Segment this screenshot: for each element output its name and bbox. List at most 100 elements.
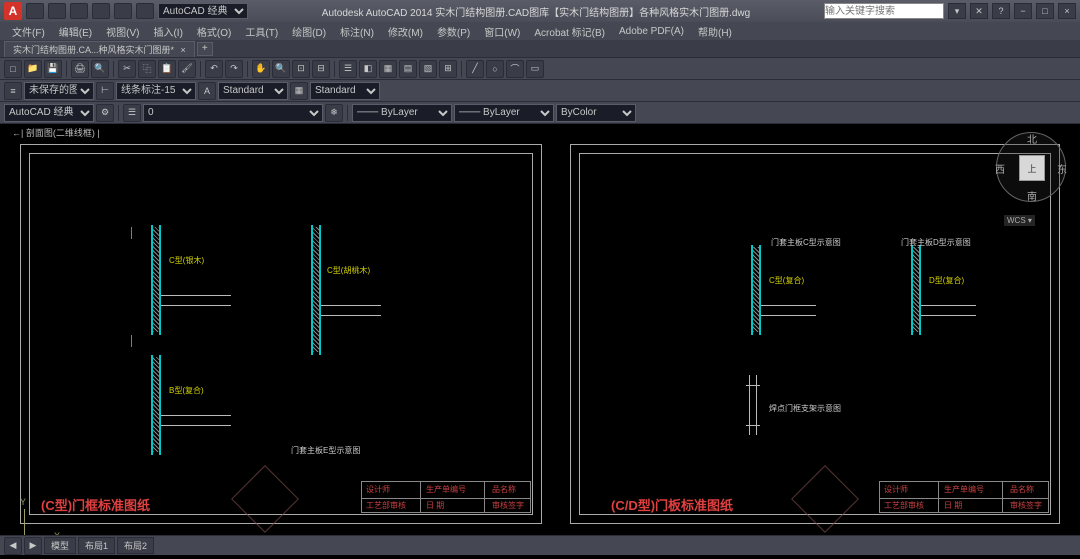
designcenter-icon[interactable]: ◧ [359, 60, 377, 78]
markup-icon[interactable]: ▧ [419, 60, 437, 78]
menu-format[interactable]: 格式(O) [191, 23, 237, 40]
menu-tools[interactable]: 工具(T) [239, 23, 284, 40]
menu-param[interactable]: 参数(P) [431, 23, 476, 40]
workspace-gear-icon[interactable]: ⚙ [96, 104, 114, 122]
lineweight-combo[interactable]: ─── ByLayer [454, 104, 554, 122]
window-title: Autodesk AutoCAD 2014 实木门结构图册.CAD图库【实木门结… [252, 4, 820, 19]
styles-toolbar: ≡ 未保存的图层状态 ⊢ 线条标注-15 A Standard ▦ Standa… [0, 80, 1080, 102]
layout-prev-icon[interactable]: ◀ [4, 537, 22, 555]
redo-icon[interactable]: ↷ [225, 60, 243, 78]
maximize-button[interactable]: □ [1036, 3, 1054, 19]
separator [118, 105, 119, 121]
viewcube-north[interactable]: 北 [1027, 131, 1037, 146]
qat-new-icon[interactable] [26, 3, 44, 19]
statusbar: ◀ ▶ 模型 布局1 布局2 [0, 535, 1080, 555]
tab-close-icon[interactable]: × [181, 45, 186, 55]
toolpalettes-icon[interactable]: ▦ [379, 60, 397, 78]
save-icon[interactable]: 💾 [44, 60, 62, 78]
detail-line [159, 225, 161, 335]
menu-view[interactable]: 视图(V) [100, 23, 145, 40]
rect-icon[interactable]: ▭ [526, 60, 544, 78]
model-tab[interactable]: 模型 [44, 537, 76, 554]
viewcube[interactable]: 北 南 东 西 上 WCS ▾ [996, 132, 1066, 212]
help-search-input[interactable] [824, 3, 944, 19]
pan-icon[interactable]: ✋ [252, 60, 270, 78]
menu-acrobat[interactable]: Acrobat 标记(B) [528, 23, 611, 40]
layerstate-icon[interactable]: ≡ [4, 82, 22, 100]
qat-undo-icon[interactable] [92, 3, 110, 19]
signin-icon[interactable]: ▾ [948, 3, 966, 19]
viewcube-wcs[interactable]: WCS ▾ [1004, 215, 1035, 226]
help-icon[interactable]: ? [992, 3, 1010, 19]
doc-tab-active[interactable]: 实木门结构图册.CA...种风格实木门图册* × [4, 41, 195, 57]
menu-insert[interactable]: 插入(I) [147, 23, 188, 40]
viewcube-east[interactable]: 东 [1057, 161, 1067, 176]
zoom-window-icon[interactable]: ⊡ [292, 60, 310, 78]
menu-modify[interactable]: 修改(M) [382, 23, 429, 40]
layerstate-combo[interactable]: 未保存的图层状态 [24, 82, 94, 100]
dimstyle-combo[interactable]: 线条标注-15 [116, 82, 196, 100]
minimize-button[interactable]: − [1014, 3, 1032, 19]
tab-add-button[interactable]: + [197, 42, 213, 56]
workspace-selector[interactable]: AutoCAD 经典 [158, 3, 248, 19]
qat-redo-icon[interactable] [114, 3, 132, 19]
tablestyle-icon[interactable]: ▦ [290, 82, 308, 100]
copy-icon[interactable]: ⿻ [138, 60, 156, 78]
layout-next-icon[interactable]: ▶ [24, 537, 42, 555]
sheet-frame-2: 门套主板C型示意图 C型(复合) 门套主板D型示意图 D型(复合) 焊点门框支架… [570, 144, 1060, 524]
exchange-icon[interactable]: ✕ [970, 3, 988, 19]
layers-properties-toolbar: AutoCAD 经典 ⚙ ☰ 0 ❄ ─── ByLayer ─── ByLay… [0, 102, 1080, 124]
anchor-label: 焊点门框支架示意图 [769, 403, 841, 414]
menu-file[interactable]: 文件(F) [6, 23, 51, 40]
linetype-combo[interactable]: ─── ByLayer [352, 104, 452, 122]
workspace-combo[interactable]: AutoCAD 经典 [4, 104, 94, 122]
menu-dimension[interactable]: 标注(N) [334, 23, 380, 40]
circle-icon[interactable]: ○ [486, 60, 504, 78]
label-c: C型(复合) [769, 275, 804, 286]
dimstyle-icon[interactable]: ⊢ [96, 82, 114, 100]
sheetset-icon[interactable]: ▤ [399, 60, 417, 78]
textstyle-icon[interactable]: A [198, 82, 216, 100]
match-icon[interactable]: 🖌 [178, 60, 196, 78]
paste-icon[interactable]: 📋 [158, 60, 176, 78]
title-block-1: 设计师 生产单编号 品名称 工艺部审核 日 期 审核签字 [361, 481, 531, 513]
menu-window[interactable]: 窗口(W) [478, 23, 526, 40]
cut-icon[interactable]: ✂ [118, 60, 136, 78]
layer-manager-icon[interactable]: ☰ [123, 104, 141, 122]
properties-icon[interactable]: ☰ [339, 60, 357, 78]
layout2-tab[interactable]: 布局2 [117, 537, 154, 554]
qat-print-icon[interactable] [136, 3, 154, 19]
viewcube-top[interactable]: 上 [1019, 155, 1045, 181]
calc-icon[interactable]: ⊞ [439, 60, 457, 78]
qat-open-icon[interactable] [48, 3, 66, 19]
preview-icon[interactable]: 🔍 [91, 60, 109, 78]
line-icon[interactable]: ╱ [466, 60, 484, 78]
zoom-realtime-icon[interactable]: 🔍 [272, 60, 290, 78]
drawing-canvas[interactable]: ←| 剖面图(二维线框) | C型(银木) B型(复合) C型(胡桃木) 门套主… [0, 124, 1080, 559]
zoom-previous-icon[interactable]: ⊟ [312, 60, 330, 78]
qat-save-icon[interactable] [70, 3, 88, 19]
menu-help[interactable]: 帮助(H) [692, 23, 738, 40]
menu-draw[interactable]: 绘图(D) [286, 23, 332, 40]
tablestyle-combo[interactable]: Standard [310, 82, 380, 100]
viewcube-south[interactable]: 南 [1027, 188, 1037, 203]
menu-adobepdf[interactable]: Adobe PDF(A) [613, 25, 690, 38]
layer-combo[interactable]: 0 [143, 104, 323, 122]
undo-icon[interactable]: ↶ [205, 60, 223, 78]
viewcube-west[interactable]: 西 [995, 161, 1005, 176]
document-tabs: 实木门结构图册.CA...种风格实木门图册* × + [0, 40, 1080, 58]
plot-icon[interactable]: 🖨 [71, 60, 89, 78]
textstyle-combo[interactable]: Standard [218, 82, 288, 100]
color-combo[interactable]: ByColor [556, 104, 636, 122]
new-icon[interactable]: □ [4, 60, 22, 78]
separator [334, 61, 335, 77]
separator [66, 61, 67, 77]
layout1-tab[interactable]: 布局1 [78, 537, 115, 554]
arc-icon[interactable]: ⌒ [506, 60, 524, 78]
menu-edit[interactable]: 编辑(E) [53, 23, 98, 40]
app-logo[interactable]: A [4, 2, 22, 20]
layer-freeze-icon[interactable]: ❄ [325, 104, 343, 122]
title-block-2: 设计师 生产单编号 品名称 工艺部审核 日 期 审核签字 [879, 481, 1049, 513]
close-button[interactable]: × [1058, 3, 1076, 19]
open-icon[interactable]: 📁 [24, 60, 42, 78]
